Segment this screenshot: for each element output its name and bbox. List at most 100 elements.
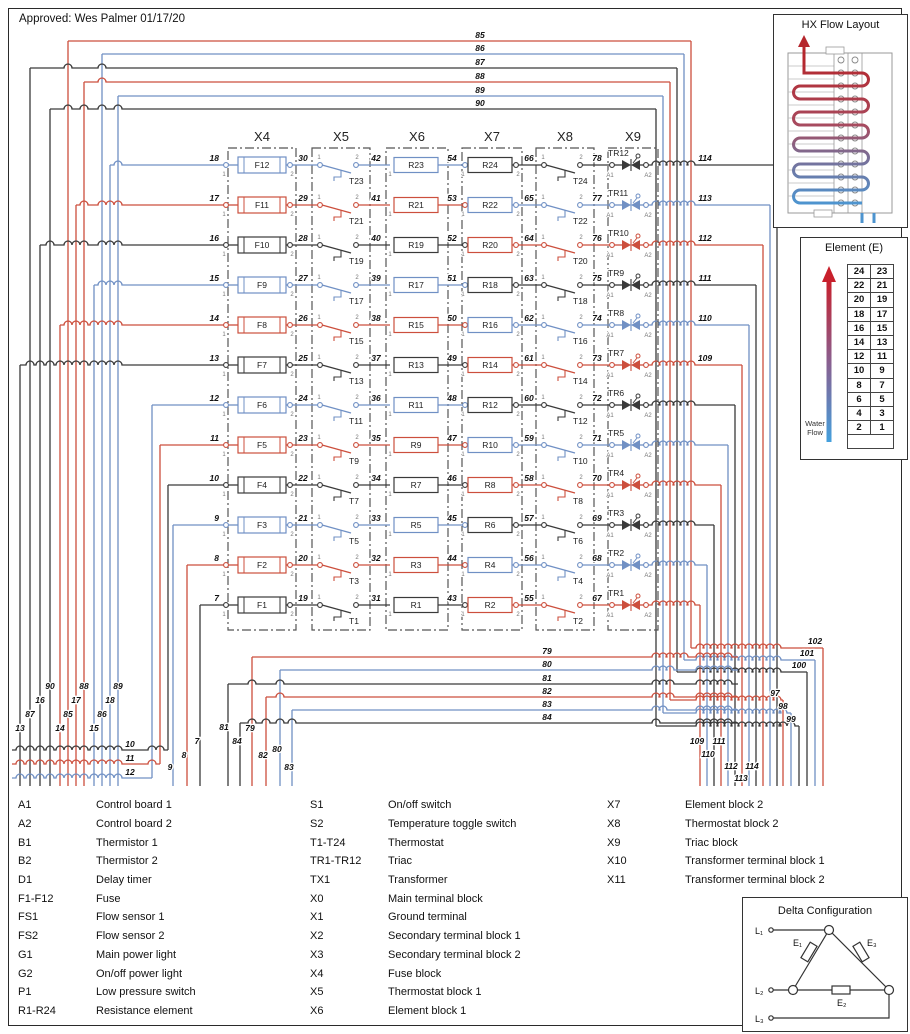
svg-text:21: 21 [297,513,308,523]
svg-text:T10: T10 [573,456,588,466]
svg-text:45: 45 [446,513,457,523]
svg-text:2: 2 [355,195,359,201]
element-number-cell: 11 [870,349,894,365]
svg-text:54: 54 [447,153,457,163]
svg-text:2: 2 [355,435,359,441]
svg-text:2: 2 [516,252,520,258]
legend-item: B2 Thermistor 2 [18,852,196,871]
svg-text:TR4: TR4 [608,468,624,478]
legend-item: X9 Triac block [607,833,825,852]
svg-text:1: 1 [541,275,545,281]
svg-text:1: 1 [388,332,392,338]
svg-text:89: 89 [475,85,485,95]
svg-text:70: 70 [592,473,602,483]
schematic-row: 14 1 F8 2 26 1 T15 2 38 1 R15 50 1 R16 2 62 1 T16 2 74 A1 TR8… [208,307,653,347]
svg-text:57: 57 [524,513,535,523]
svg-text:12: 12 [210,393,220,403]
svg-text:82: 82 [258,750,268,760]
schematic-row: 15 1 F9 2 27 1 T17 2 39 1 R17 51 1 R18 2 63 1 T18 2 75 A1 TR9… [208,267,653,307]
svg-text:8: 8 [182,750,187,760]
svg-text:31: 31 [371,593,381,603]
svg-text:1: 1 [388,252,392,258]
svg-text:TR3: TR3 [608,508,624,518]
legend-desc: Thermostat block 2 [685,818,779,831]
svg-text:A2: A2 [644,173,652,179]
triac-symbol [622,560,631,570]
svg-text:TR2: TR2 [608,548,624,558]
svg-text:2: 2 [290,492,294,498]
bottom-feeds: 10 11 12 [12,738,168,779]
wiring-schematic: 8510286101871008897899890997980818283841… [12,29,824,786]
svg-text:A1: A1 [606,293,614,299]
thermostat-switch [321,564,352,574]
svg-text:73: 73 [592,353,602,363]
svg-text:64: 64 [524,233,534,243]
svg-text:T2: T2 [573,616,583,626]
svg-text:1: 1 [317,555,321,561]
svg-text:1: 1 [317,595,321,601]
svg-text:R22: R22 [482,200,498,210]
svg-text:99: 99 [786,714,796,724]
triac-symbol [622,200,631,210]
svg-text:74: 74 [592,313,602,323]
hx-flow-layout-title: HX Flow Layout [801,19,880,31]
svg-text:2: 2 [290,252,294,258]
svg-text:R18: R18 [482,280,498,290]
svg-text:R5: R5 [411,520,422,530]
svg-text:1: 1 [222,252,226,258]
svg-text:86: 86 [475,43,485,53]
svg-text:1: 1 [541,475,545,481]
svg-text:43: 43 [446,593,457,603]
svg-text:14: 14 [210,313,220,323]
svg-text:111: 111 [699,273,712,283]
svg-text:35: 35 [371,433,381,443]
element-legend-title: Element (E) [824,242,884,254]
thermostat-switch [545,364,576,374]
svg-text:53: 53 [447,193,457,203]
svg-text:T14: T14 [573,376,588,386]
svg-text:1: 1 [541,555,545,561]
hx-flow-diagram [787,35,893,223]
svg-text:77: 77 [592,193,603,203]
svg-text:R21: R21 [408,200,424,210]
thermostat-switch [545,244,576,254]
svg-text:A1: A1 [606,533,614,539]
delta-line-2: L₂ [755,986,764,996]
svg-text:TR1: TR1 [608,588,624,598]
legend-desc: Main terminal block [388,892,483,905]
legend-code: A1 [18,799,32,812]
svg-text:T13: T13 [349,376,364,386]
svg-text:2: 2 [355,555,359,561]
row-feeds [20,160,226,606]
svg-text:16: 16 [35,695,45,705]
svg-text:83: 83 [284,762,294,772]
element-number-table: 24 23 22 21 20 19 18 17 16 15 14 13 12 11 10 9 8 7 6 5 4 3 2 1 [847,263,894,450]
svg-text:1: 1 [541,435,545,441]
svg-text:79: 79 [542,646,552,656]
legend-item: X10 Transformer terminal block 1 [607,852,825,871]
thermostat-switch [545,324,576,334]
svg-text:63: 63 [524,273,534,283]
thermostat-switch [545,284,576,294]
svg-text:1: 1 [222,212,226,218]
svg-text:T4: T4 [573,576,583,586]
svg-text:R10: R10 [482,440,498,450]
svg-text:101: 101 [800,648,814,658]
svg-text:F12: F12 [255,160,270,170]
legend-code: X10 [607,855,627,868]
svg-text:1: 1 [461,212,465,218]
svg-text:R2: R2 [485,600,496,610]
block-X5 [311,147,371,631]
svg-text:A2: A2 [644,573,652,579]
svg-text:F11: F11 [255,200,269,210]
svg-text:113: 113 [698,193,712,203]
svg-text:11: 11 [210,433,219,443]
svg-text:A2: A2 [644,293,652,299]
legend-code: R1-R24 [18,1004,56,1017]
svg-text:A2: A2 [644,333,652,339]
svg-text:1: 1 [461,492,465,498]
schematic-row: 12 1 F6 2 24 1 T11 2 36 1 R11 48 1 R12 2 60 1 T12 2 72 A1 TR6… [208,387,653,427]
svg-text:1: 1 [461,572,465,578]
